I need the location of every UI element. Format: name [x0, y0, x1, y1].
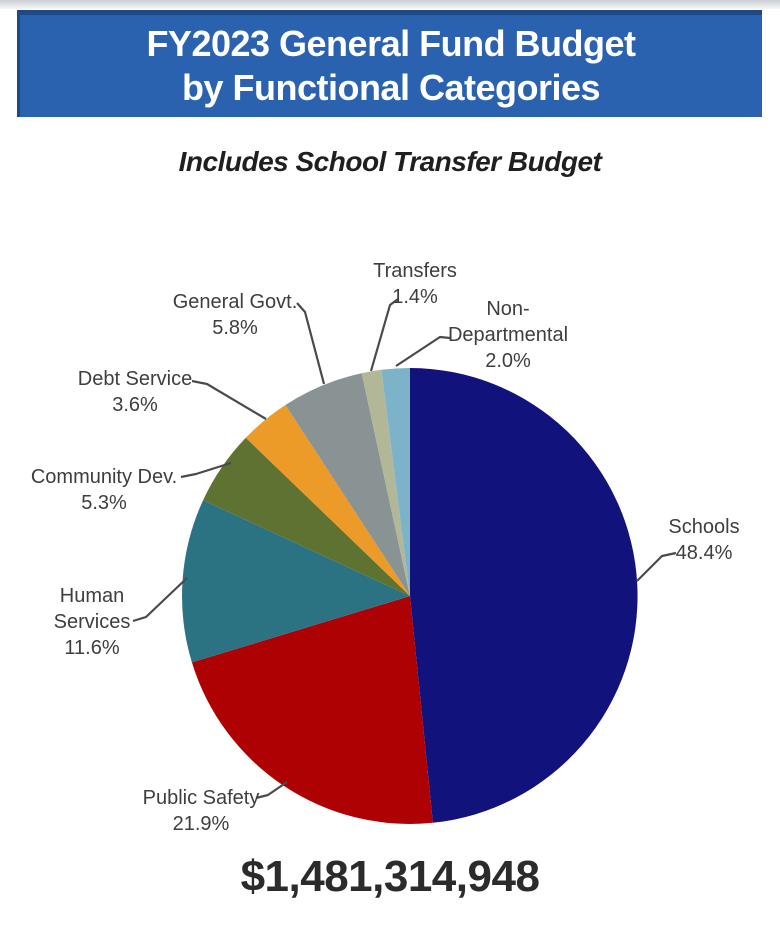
leader-line-non-departmental — [395, 335, 451, 367]
leader-line-general-govt — [296, 302, 326, 385]
page-top-edge — [0, 0, 780, 9]
leader-line-debt-service — [191, 379, 267, 420]
pie-slice-transfers — [361, 369, 410, 596]
page-title-line-1: FY2023 General Fund Budget — [146, 23, 636, 64]
slice-label-debt-service: Debt Service 3.6% — [77, 368, 193, 416]
total-amount: $1,481,314,948 — [240, 852, 540, 901]
pie-slice-schools — [410, 368, 638, 823]
title-banner: FY2023 General Fund Budget by Functional… — [17, 10, 762, 117]
leader-line-community-dev — [180, 461, 232, 479]
slice-label-general-govt: General Govt. 5.8% — [172, 291, 298, 339]
chart-subtitle: Includes School Transfer Budget — [178, 146, 602, 177]
slice-label-public-safety: Public Safety 21.9% — [142, 787, 260, 835]
slice-label-transfers: Transfers 1.4% — [373, 260, 457, 308]
leader-line-transfers — [369, 298, 399, 372]
page-title-line-2: by Functional Categories — [181, 67, 601, 108]
slice-label-schools: Schools 48.4% — [668, 516, 740, 564]
slice-label-non-departmental: Non- Departmental 2.0% — [447, 298, 569, 372]
pie-slice-non-departmental — [381, 368, 410, 596]
leader-line-human-services — [132, 577, 188, 623]
pie-slice-community-dev — [203, 437, 410, 596]
leader-line-schools — [636, 551, 677, 582]
slice-label-human-services: Human Services 11.6% — [53, 585, 131, 659]
pie-slice-human-services — [182, 500, 410, 663]
leader-line-public-safety — [255, 781, 288, 800]
pie-slice-general-govt — [285, 373, 410, 596]
pie-slice-public-safety — [191, 596, 433, 824]
slice-label-community-dev: Community Dev. 5.3% — [30, 466, 178, 514]
pie-slice-debt-service — [245, 405, 410, 596]
